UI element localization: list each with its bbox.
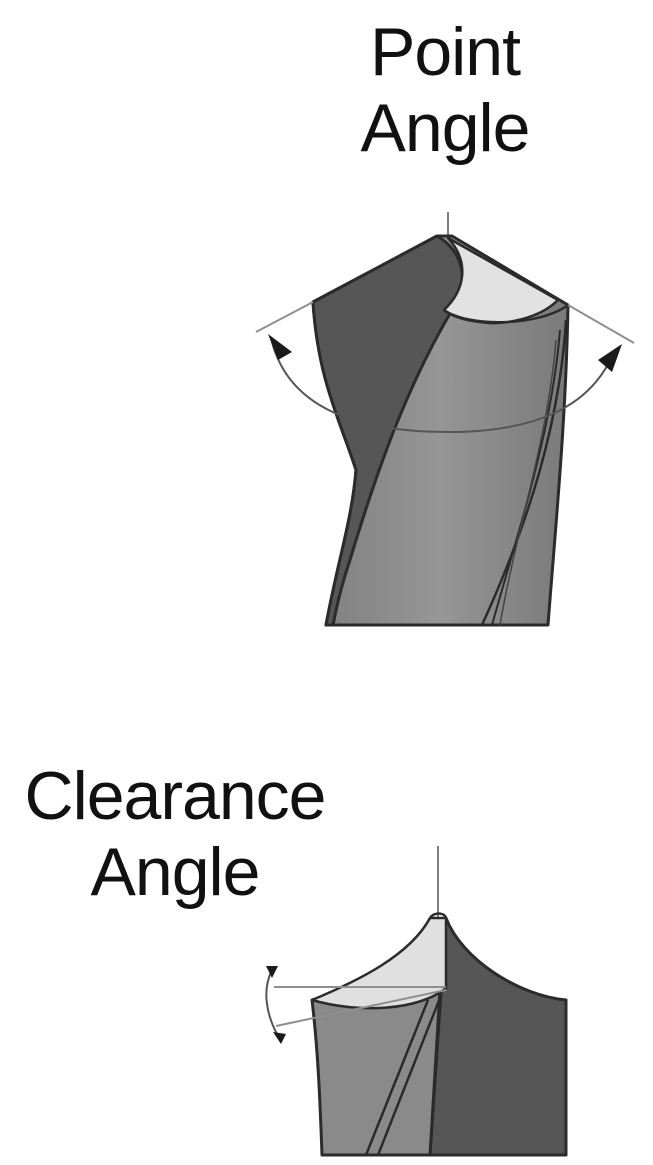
clearance-angle-arc [265, 969, 279, 1037]
clearance-arrow-top [266, 966, 278, 978]
point-drill-right-margin [480, 319, 568, 626]
point-angle-arc [271, 341, 615, 434]
point-guide-left [255, 301, 314, 333]
point-drill-tip-face [442, 236, 560, 325]
point-drill-right-margin-2 [491, 329, 561, 626]
point-angle-label-line2: Angle [360, 90, 531, 167]
point-angle-drill [255, 212, 635, 627]
point-guide-right [567, 304, 635, 344]
point-arrow-right [598, 344, 622, 372]
point-angle-label: Point Angle [315, 14, 575, 166]
clearance-arrow-bottom [273, 1032, 286, 1044]
point-angle-label-line1: Point [370, 14, 521, 90]
point-drill-rim [443, 303, 569, 324]
clearance-incline-ref [275, 989, 447, 1027]
clearance-angle-label-line2: Angle [90, 834, 261, 911]
point-arrow-left [268, 334, 292, 360]
clearance-angle-label-line1: Clearance [24, 758, 327, 834]
clearance-drill-right-side [428, 916, 568, 1157]
clearance-drill-margin-2 [376, 997, 442, 1156]
clearance-drill-margin [364, 999, 430, 1156]
clearance-angle-label: Clearance Angle [0, 758, 350, 910]
point-drill-right-margin-3 [499, 339, 557, 626]
clearance-angle-drill [265, 846, 568, 1157]
clearance-drill-chisel [428, 912, 448, 919]
